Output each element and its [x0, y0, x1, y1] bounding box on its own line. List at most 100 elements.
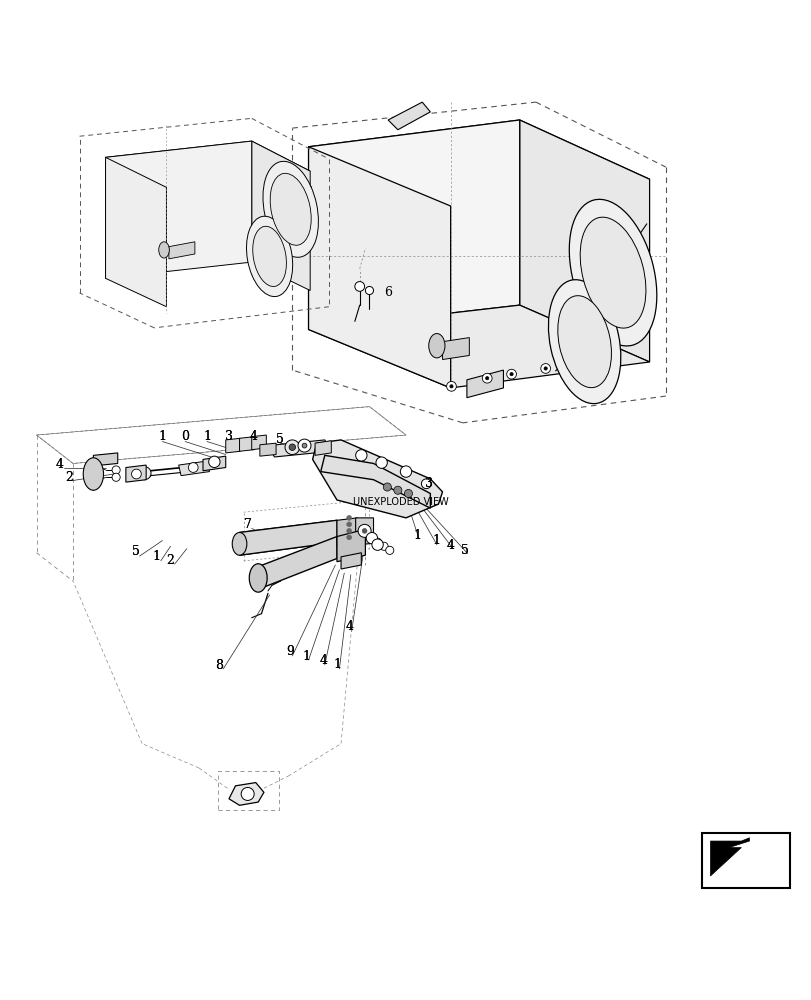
- Text: 4: 4: [446, 539, 454, 552]
- Text: 0: 0: [181, 430, 189, 443]
- Polygon shape: [710, 838, 749, 876]
- Bar: [702, 833, 789, 888]
- Circle shape: [509, 373, 513, 376]
- Text: 4: 4: [249, 430, 257, 443]
- Circle shape: [543, 367, 547, 370]
- Polygon shape: [315, 441, 331, 455]
- Circle shape: [366, 532, 377, 544]
- Text: 7: 7: [243, 518, 251, 531]
- Circle shape: [404, 489, 412, 498]
- Polygon shape: [308, 120, 649, 206]
- Text: 5: 5: [276, 433, 284, 446]
- Polygon shape: [320, 455, 430, 508]
- Polygon shape: [355, 518, 373, 545]
- Polygon shape: [105, 141, 251, 278]
- Polygon shape: [105, 157, 166, 307]
- Ellipse shape: [270, 173, 311, 245]
- Polygon shape: [258, 537, 337, 589]
- Polygon shape: [568, 347, 604, 377]
- Text: 2: 2: [166, 554, 174, 567]
- Ellipse shape: [247, 216, 292, 297]
- Circle shape: [346, 535, 351, 540]
- Text: 5: 5: [276, 433, 284, 446]
- Circle shape: [112, 473, 120, 481]
- Text: 4: 4: [319, 654, 327, 667]
- Polygon shape: [442, 338, 469, 360]
- Circle shape: [373, 538, 381, 546]
- Circle shape: [354, 282, 364, 291]
- Polygon shape: [337, 518, 357, 545]
- Circle shape: [112, 466, 120, 474]
- Text: 1: 1: [431, 534, 440, 547]
- Text: 2: 2: [65, 471, 73, 484]
- Polygon shape: [105, 141, 310, 187]
- Circle shape: [506, 369, 516, 379]
- Polygon shape: [260, 443, 276, 456]
- Circle shape: [346, 528, 351, 533]
- Text: 4: 4: [446, 539, 454, 552]
- Circle shape: [302, 443, 307, 448]
- Ellipse shape: [232, 532, 247, 555]
- Ellipse shape: [263, 161, 318, 257]
- Text: 2: 2: [65, 471, 73, 484]
- Text: 7: 7: [243, 518, 251, 531]
- Text: 5: 5: [132, 545, 140, 558]
- Text: 6: 6: [384, 286, 392, 299]
- Circle shape: [485, 377, 488, 380]
- Ellipse shape: [428, 334, 444, 358]
- Circle shape: [383, 483, 391, 491]
- Text: 1: 1: [158, 430, 166, 443]
- Text: 0: 0: [181, 430, 189, 443]
- Polygon shape: [312, 440, 442, 518]
- Circle shape: [285, 440, 299, 455]
- Text: 1: 1: [158, 430, 166, 443]
- Circle shape: [131, 468, 141, 478]
- Text: UNEXPLODED VIEW: UNEXPLODED VIEW: [353, 497, 448, 507]
- Text: 3: 3: [225, 430, 233, 443]
- Text: 1: 1: [152, 550, 161, 563]
- Polygon shape: [388, 102, 430, 130]
- Text: 1: 1: [333, 658, 341, 671]
- Circle shape: [365, 286, 373, 295]
- Polygon shape: [93, 453, 118, 466]
- Circle shape: [393, 486, 401, 494]
- Circle shape: [241, 787, 254, 800]
- Circle shape: [346, 522, 351, 527]
- Circle shape: [482, 373, 491, 383]
- Circle shape: [367, 534, 375, 542]
- Circle shape: [208, 456, 220, 468]
- Text: 4: 4: [345, 620, 353, 633]
- Circle shape: [380, 542, 388, 550]
- Circle shape: [298, 439, 311, 452]
- Polygon shape: [466, 370, 503, 398]
- Polygon shape: [337, 529, 365, 562]
- Polygon shape: [225, 438, 240, 453]
- Ellipse shape: [547, 280, 620, 404]
- Circle shape: [355, 450, 367, 461]
- Text: 1: 1: [303, 650, 311, 663]
- Text: 3: 3: [424, 477, 432, 490]
- Polygon shape: [308, 120, 519, 329]
- Circle shape: [421, 479, 431, 489]
- Polygon shape: [126, 465, 146, 482]
- Text: 9: 9: [285, 645, 294, 658]
- Polygon shape: [308, 305, 649, 388]
- Circle shape: [188, 463, 198, 472]
- Ellipse shape: [579, 217, 646, 328]
- Text: 9: 9: [285, 645, 294, 658]
- Ellipse shape: [252, 226, 286, 287]
- Circle shape: [446, 381, 456, 391]
- Circle shape: [362, 528, 367, 533]
- Text: 3: 3: [225, 430, 233, 443]
- Text: 4: 4: [319, 654, 327, 667]
- Text: 8: 8: [215, 659, 223, 672]
- Text: 1: 1: [333, 658, 341, 671]
- Text: 1: 1: [203, 430, 211, 443]
- Text: 3: 3: [424, 477, 432, 490]
- Polygon shape: [169, 242, 195, 259]
- Text: 5: 5: [461, 544, 469, 557]
- Polygon shape: [239, 520, 337, 555]
- Circle shape: [138, 467, 151, 480]
- Polygon shape: [308, 147, 450, 388]
- Ellipse shape: [557, 296, 611, 388]
